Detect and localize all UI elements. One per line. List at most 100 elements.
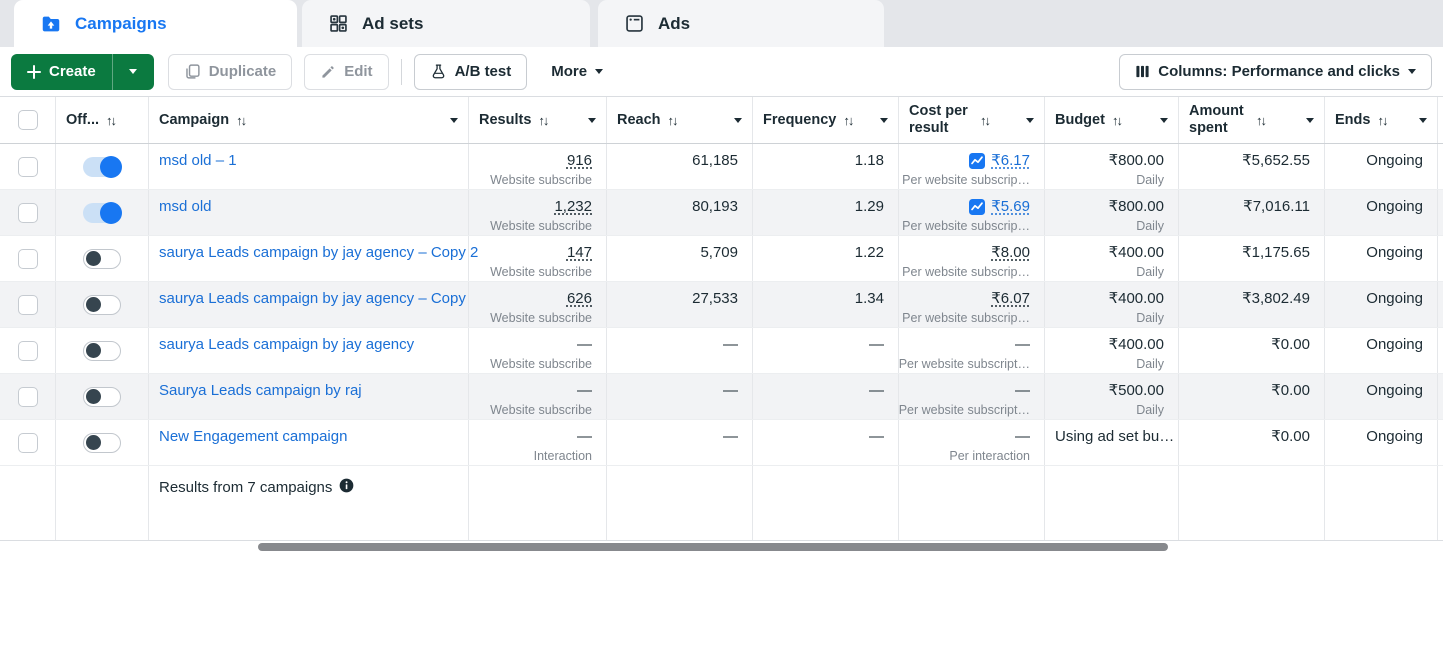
- sort-icon[interactable]: ↑↓: [667, 112, 679, 128]
- columns-preset-button[interactable]: Columns: Performance and clicks: [1119, 53, 1432, 90]
- plus-icon: [27, 64, 41, 79]
- create-dropdown-button[interactable]: [111, 53, 154, 90]
- results-sublabel: Website subscribe: [490, 311, 592, 325]
- header-campaign[interactable]: Campaign ↑↓: [148, 97, 468, 143]
- header-frequency[interactable]: Frequency ↑↓: [752, 97, 898, 143]
- row-checkbox[interactable]: [17, 340, 38, 361]
- chart-line-icon[interactable]: [969, 152, 986, 169]
- cpr-value[interactable]: ₹5.69: [991, 198, 1030, 215]
- cpr-value[interactable]: ₹6.17: [991, 152, 1030, 169]
- campaign-toggle[interactable]: [83, 248, 121, 269]
- sort-icon[interactable]: ↑↓: [1377, 112, 1388, 128]
- budget-value: ₹400.00: [1108, 290, 1164, 307]
- results-sublabel: Website subscribe: [490, 173, 592, 187]
- chart-line-icon[interactable]: [969, 198, 986, 215]
- entity-tab-strip: Campaigns Ad sets Ads: [0, 0, 1443, 47]
- sort-icon[interactable]: ↑↓: [1111, 112, 1123, 128]
- tab-ad-sets[interactable]: Ad sets: [302, 0, 590, 47]
- campaign-name-link[interactable]: saurya Leads campaign by jay agency – Co…: [159, 244, 479, 261]
- cpr-value[interactable]: ₹6.07: [991, 290, 1030, 307]
- column-menu-icon[interactable]: [1160, 117, 1168, 123]
- ab-test-button[interactable]: A/B test: [413, 53, 528, 90]
- results-value[interactable]: 147: [566, 244, 592, 261]
- campaign-name-link[interactable]: saurya Leads campaign by jay agency – Co…: [159, 290, 466, 307]
- budget-value: ₹500.00: [1108, 382, 1164, 399]
- frequency-value: 1.18: [854, 152, 884, 169]
- horizontal-scrollbar[interactable]: [258, 543, 1168, 551]
- results-value[interactable]: 916: [566, 152, 592, 169]
- amount-spent-value: ₹0.00: [1271, 336, 1310, 353]
- results-value[interactable]: 626: [566, 290, 592, 307]
- create-button[interactable]: Create: [11, 53, 112, 90]
- sort-icon[interactable]: ↑↓: [236, 112, 247, 128]
- row-checkbox[interactable]: [17, 156, 38, 177]
- column-menu-icon[interactable]: [734, 117, 742, 123]
- tab-ads[interactable]: Ads: [598, 0, 884, 47]
- campaign-name-link[interactable]: msd old: [159, 198, 212, 215]
- row-checkbox[interactable]: [17, 202, 38, 223]
- campaigns-table: Off... ↑↓ Campaign ↑↓ Results ↑↓ Reach ↑…: [0, 96, 1443, 541]
- sort-icon[interactable]: ↑↓: [538, 112, 549, 128]
- info-icon[interactable]: [339, 478, 354, 493]
- results-sublabel: Website subscribe: [490, 357, 592, 371]
- campaign-name-link[interactable]: Saurya Leads campaign by raj: [159, 382, 362, 399]
- header-cost-per-result[interactable]: Cost per result ↑↓: [898, 97, 1044, 143]
- cpr-sublabel: Per website subscrip…: [902, 173, 1030, 187]
- column-menu-icon[interactable]: [450, 117, 458, 123]
- results-value[interactable]: —: [577, 428, 592, 445]
- cpr-value[interactable]: ₹8.00: [991, 244, 1030, 261]
- row-checkbox[interactable]: [17, 432, 38, 453]
- edit-button[interactable]: Edit: [304, 53, 389, 90]
- campaign-toggle[interactable]: [83, 386, 121, 407]
- tab-campaigns-label: Campaigns: [75, 13, 167, 33]
- cpr-value[interactable]: —: [1015, 336, 1030, 353]
- column-menu-icon[interactable]: [1306, 117, 1314, 123]
- tab-ad-sets-label: Ad sets: [362, 13, 424, 33]
- sort-icon[interactable]: ↑↓: [106, 112, 117, 128]
- row-checkbox[interactable]: [17, 386, 38, 407]
- campaign-name-link[interactable]: New Engagement campaign: [159, 428, 348, 445]
- campaign-toggle[interactable]: [83, 340, 121, 361]
- cpr-sublabel: Per website subscript…: [898, 403, 1030, 417]
- campaign-name-link[interactable]: saurya Leads campaign by jay agency: [159, 336, 415, 353]
- header-results[interactable]: Results ↑↓: [468, 97, 606, 143]
- sort-icon[interactable]: ↑↓: [980, 112, 991, 128]
- results-value[interactable]: 1,232: [554, 198, 592, 215]
- results-sublabel: Interaction: [533, 449, 592, 463]
- campaign-toggle[interactable]: [83, 432, 121, 453]
- frequency-value: 1.34: [854, 290, 884, 307]
- budget-sublabel: Daily: [1136, 357, 1164, 371]
- sort-icon[interactable]: ↑↓: [1256, 112, 1267, 128]
- cpr-value[interactable]: —: [1015, 382, 1030, 399]
- header-ends[interactable]: Ends ↑↓: [1324, 97, 1437, 143]
- ends-value: Ongoing: [1366, 244, 1423, 261]
- reach-value: 80,193: [692, 198, 738, 215]
- header-budget[interactable]: Budget ↑↓: [1044, 97, 1178, 143]
- row-checkbox[interactable]: [17, 294, 38, 315]
- results-value[interactable]: —: [577, 336, 592, 353]
- select-all-checkbox[interactable]: [17, 110, 38, 130]
- chevron-down-icon: [1408, 69, 1416, 74]
- campaign-toggle[interactable]: [83, 201, 122, 224]
- column-menu-icon[interactable]: [880, 117, 888, 123]
- campaign-toggle[interactable]: [83, 294, 121, 315]
- header-amount-spent[interactable]: Amount spent ↑↓: [1178, 97, 1324, 143]
- more-button[interactable]: More: [539, 53, 616, 90]
- cpr-value[interactable]: —: [1015, 428, 1030, 445]
- results-value[interactable]: —: [577, 382, 592, 399]
- column-menu-icon[interactable]: [588, 117, 596, 123]
- header-off[interactable]: Off... ↑↓: [55, 97, 148, 143]
- duplicate-button[interactable]: Duplicate: [167, 53, 293, 90]
- campaign-toggle[interactable]: [83, 155, 122, 178]
- budget-sublabel: Daily: [1136, 265, 1164, 279]
- row-checkbox[interactable]: [17, 248, 38, 269]
- column-menu-icon[interactable]: [1419, 117, 1427, 123]
- results-sublabel: Website subscribe: [490, 219, 592, 233]
- folder-campaigns-icon: [40, 13, 62, 35]
- frequency-value: 1.29: [854, 198, 884, 215]
- tab-campaigns[interactable]: Campaigns: [14, 0, 297, 47]
- column-menu-icon[interactable]: [1026, 117, 1034, 123]
- sort-icon[interactable]: ↑↓: [843, 112, 854, 128]
- header-reach[interactable]: Reach ↑↓: [606, 97, 752, 143]
- campaign-name-link[interactable]: msd old – 1: [159, 152, 237, 169]
